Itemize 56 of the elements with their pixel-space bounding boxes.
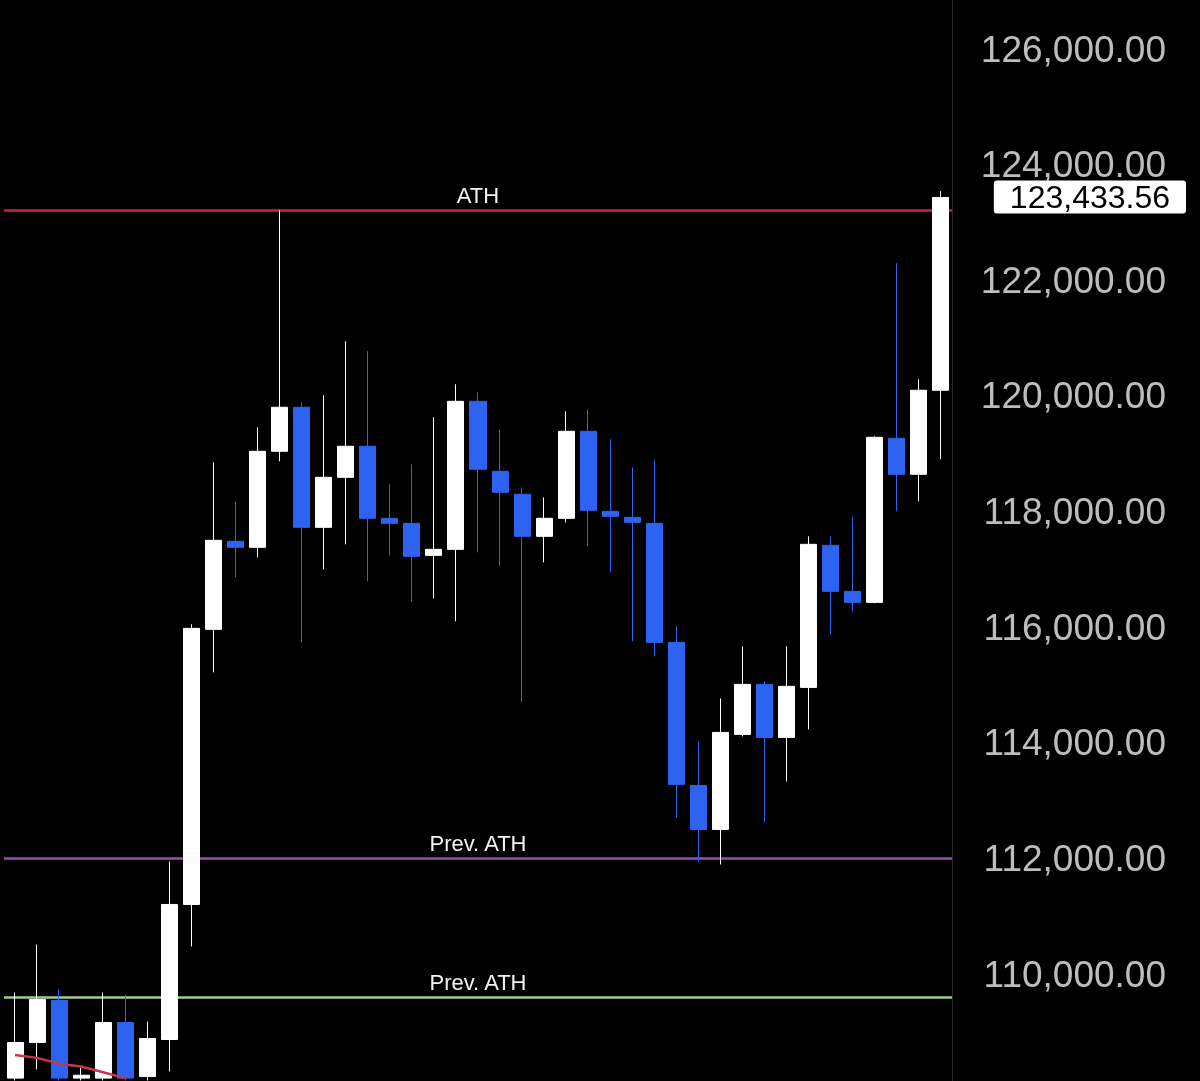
y-tick-label: 114,000.00 xyxy=(983,722,1166,764)
y-tick-label: 118,000.00 xyxy=(983,491,1166,533)
candlestick xyxy=(580,408,597,547)
candlestick xyxy=(602,438,619,573)
candlestick xyxy=(7,992,24,1081)
candlestick xyxy=(624,466,641,642)
y-tick-label: 124,000.00 xyxy=(980,144,1166,186)
candlestick xyxy=(734,645,751,737)
y-tick-label: 116,000.00 xyxy=(983,606,1166,648)
candlestick xyxy=(932,190,949,460)
candlestick xyxy=(800,535,817,730)
y-tick-label: 122,000.00 xyxy=(980,259,1166,301)
candlestick xyxy=(117,993,134,1081)
candlestick xyxy=(403,463,420,602)
candlestick xyxy=(205,461,222,673)
candlestick xyxy=(271,209,288,462)
candlestick xyxy=(359,350,376,582)
candlestick xyxy=(888,262,905,512)
y-tick-label: 126,000.00 xyxy=(980,28,1166,70)
y-tick-label: 112,000.00 xyxy=(983,837,1166,879)
candlestick xyxy=(558,410,575,523)
ref-line-label: Prev. ATH xyxy=(429,969,527,995)
y-tick-label: 120,000.00 xyxy=(980,375,1166,417)
candlestick xyxy=(139,1021,156,1081)
candlestick xyxy=(425,416,442,599)
candlestick xyxy=(381,483,398,556)
candlestick xyxy=(183,623,200,947)
candlestick xyxy=(51,988,68,1081)
candlestick xyxy=(249,426,266,558)
ref-line-label: ATH xyxy=(456,182,500,208)
ref-line-label: Prev. ATH xyxy=(429,830,527,856)
candlestick xyxy=(315,394,332,570)
candlestick xyxy=(29,943,46,1070)
candlestick xyxy=(712,697,729,865)
candlestick xyxy=(822,535,839,635)
candlestick xyxy=(690,740,707,862)
candlestick xyxy=(492,428,509,567)
candlestick xyxy=(646,459,663,657)
candlestick xyxy=(778,645,795,782)
candlestick xyxy=(293,401,310,643)
candlestick xyxy=(668,625,685,818)
candlestick xyxy=(447,383,464,622)
candlestick xyxy=(536,496,553,563)
y-tick-label: 110,000.00 xyxy=(983,953,1166,995)
candlestick xyxy=(866,435,883,604)
candlestick xyxy=(337,340,354,545)
candlestick xyxy=(844,515,861,612)
line-series xyxy=(13,1053,127,1080)
candlestick xyxy=(514,486,531,703)
candlestick xyxy=(95,992,112,1081)
candlestick xyxy=(227,500,244,578)
candlestick xyxy=(161,860,178,1073)
candlestick xyxy=(910,378,927,502)
candlestick xyxy=(469,391,487,553)
candlestick xyxy=(73,1067,90,1081)
candlestick xyxy=(756,680,773,823)
